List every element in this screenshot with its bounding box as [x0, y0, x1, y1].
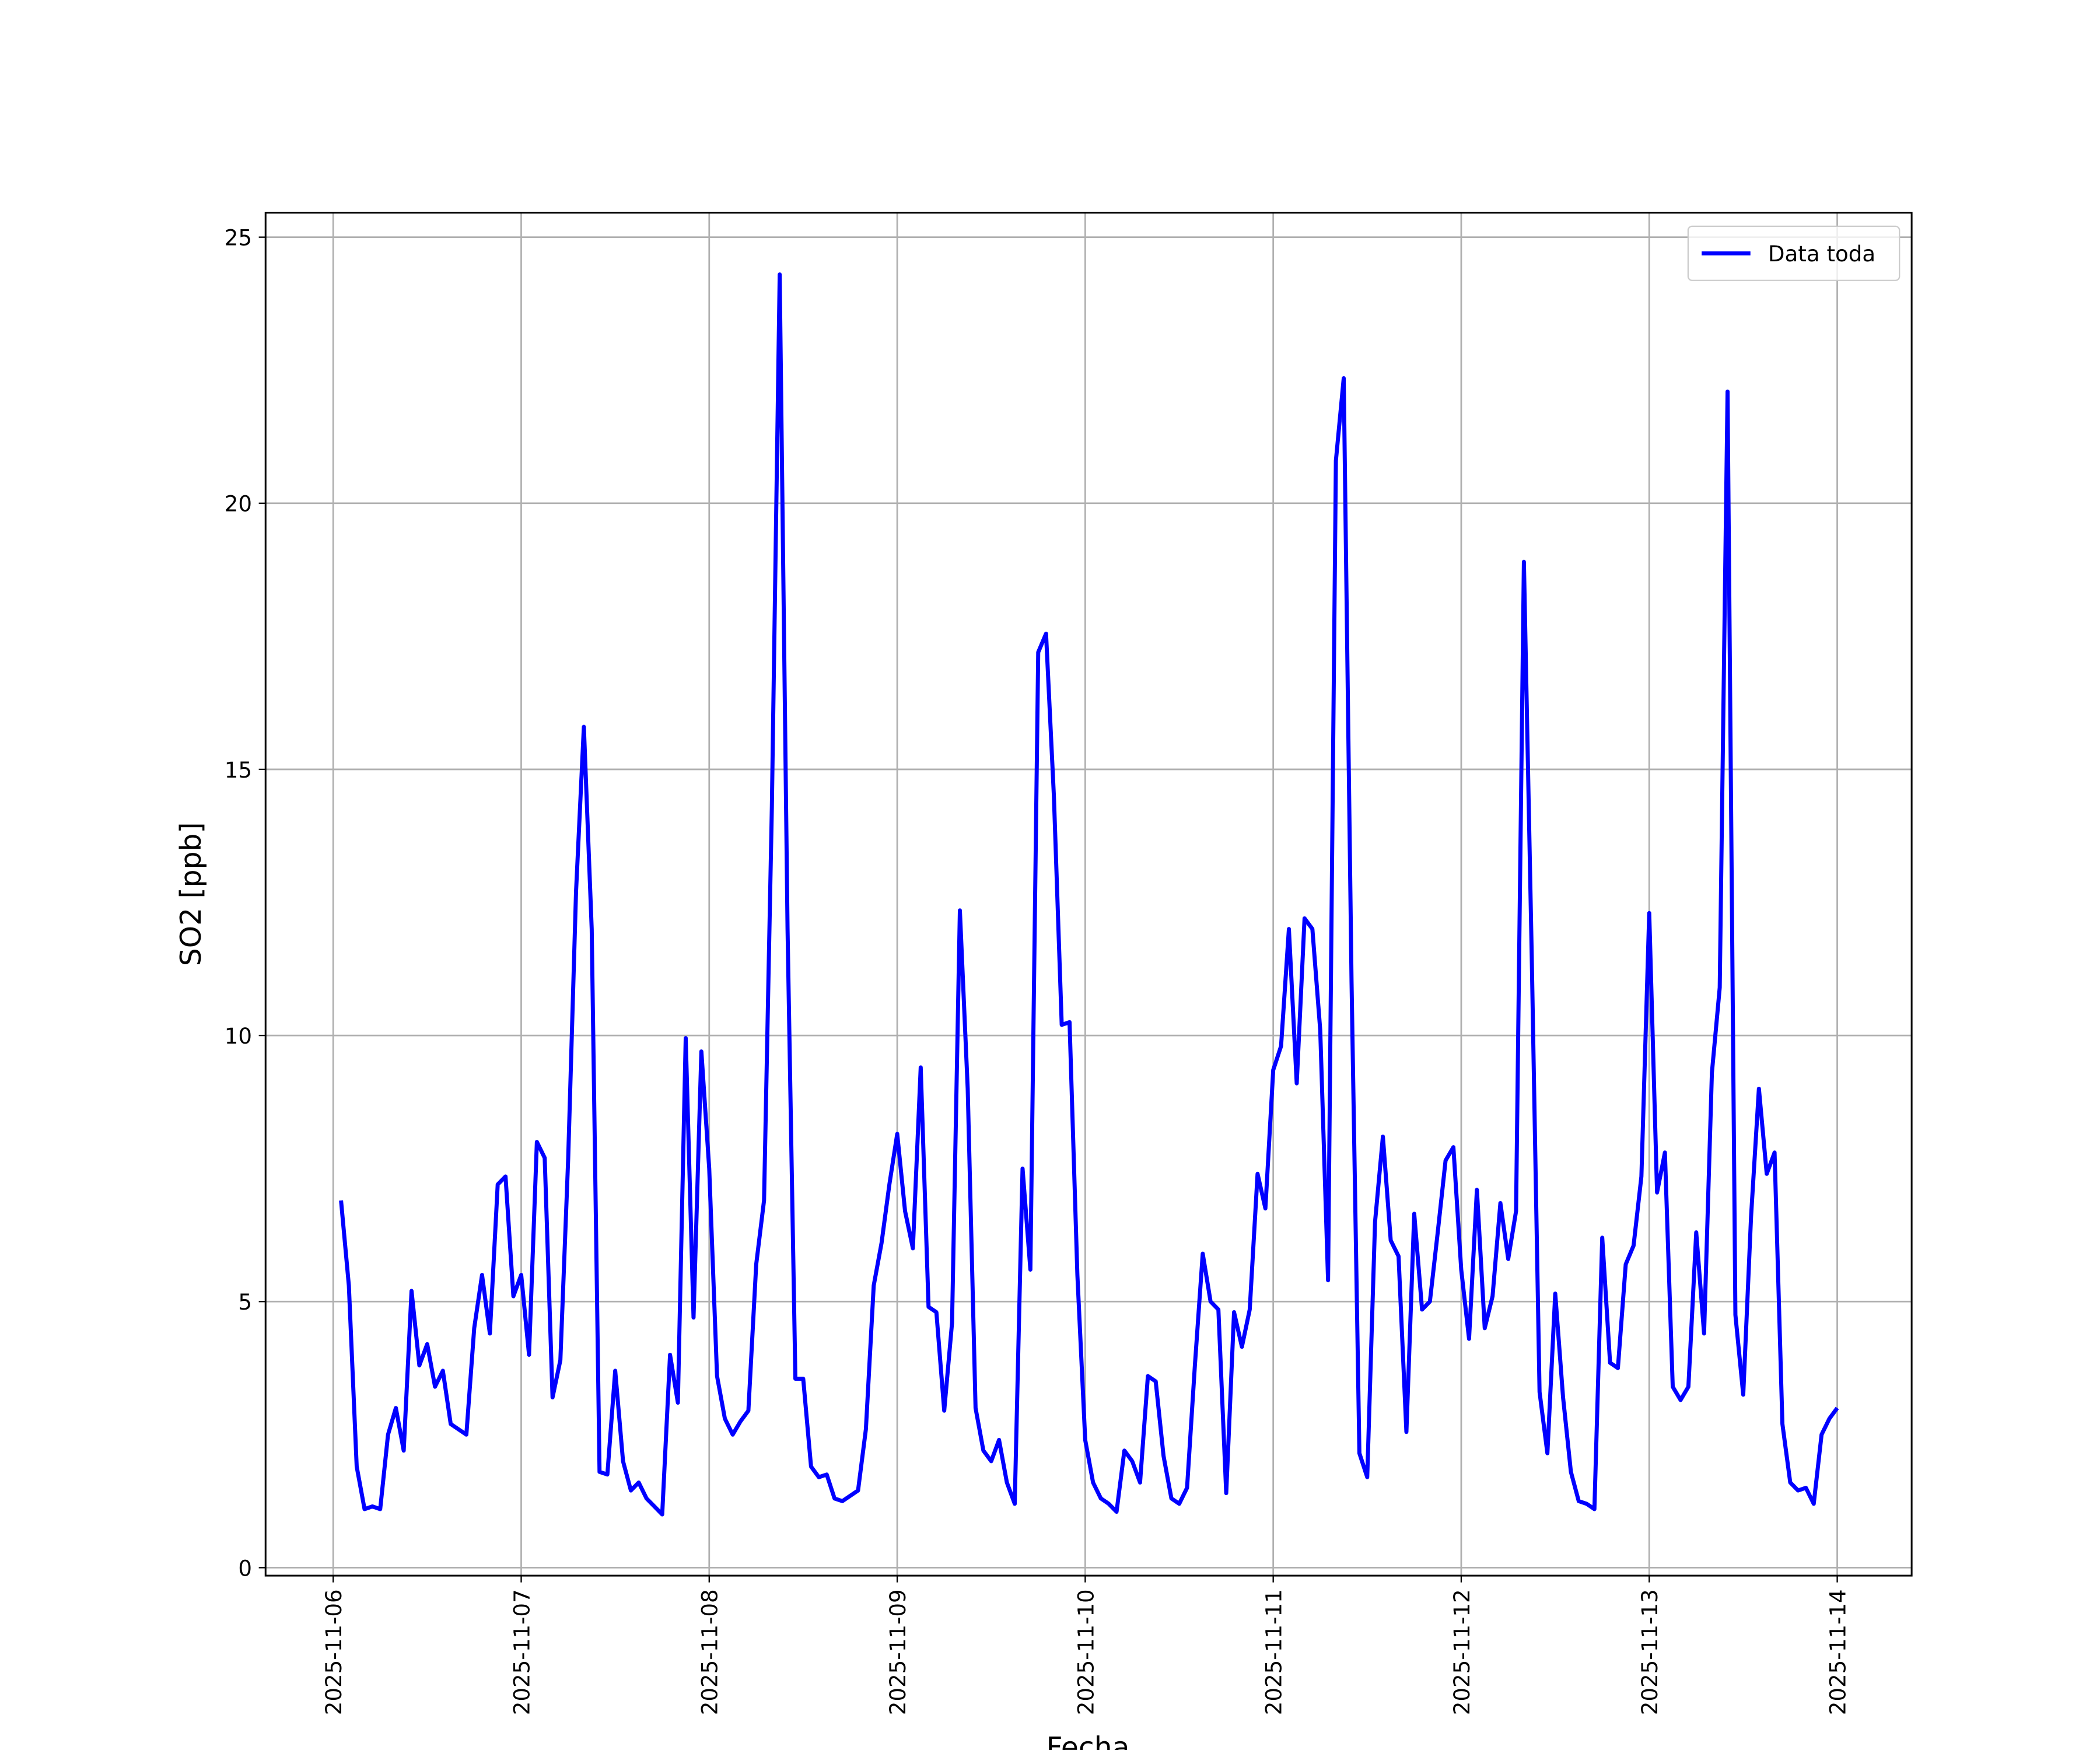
y-tick-label: 15 — [225, 758, 252, 783]
plot-frame — [264, 212, 1913, 1577]
legend-box — [1687, 225, 1901, 281]
x-tick-label: 2025-11-07 — [509, 1589, 534, 1715]
y-tick-label: 25 — [225, 226, 252, 251]
x-axis-label: Fecha — [1046, 1731, 1130, 1750]
legend-label: Data toda — [1768, 242, 1875, 267]
x-tick-label: 2025-11-12 — [1450, 1589, 1475, 1715]
y-tick-label: 10 — [225, 1024, 252, 1049]
x-tick-label: 2025-11-11 — [1262, 1589, 1287, 1715]
y-axis-label: SO2 [ppb] — [174, 822, 208, 966]
x-tick-label: 2025-11-08 — [698, 1589, 723, 1715]
x-tick-label: 2025-11-14 — [1825, 1589, 1850, 1715]
y-tick-label: 5 — [238, 1290, 252, 1315]
y-tick-label: 20 — [225, 492, 252, 517]
data-line — [339, 272, 1839, 1517]
x-tick-label: 2025-11-13 — [1637, 1589, 1662, 1715]
x-tick-label: 2025-11-09 — [886, 1589, 911, 1715]
y-tick-label: 0 — [238, 1556, 252, 1581]
x-tick-label: 2025-11-06 — [321, 1589, 346, 1715]
x-tick-label: 2025-11-10 — [1073, 1589, 1098, 1715]
